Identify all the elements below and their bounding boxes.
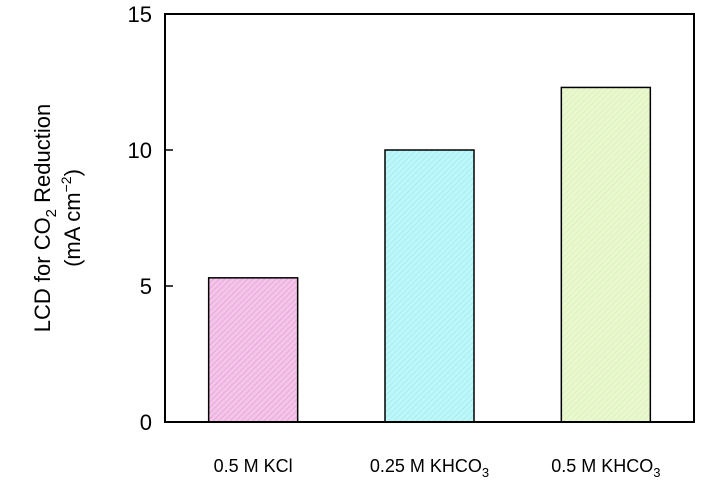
y-tick-label-3: 15	[128, 2, 152, 27]
plot-frame	[164, 13, 695, 423]
y-axis-title-line1-tail: Reduction	[30, 104, 55, 209]
y-axis-title-line1-main: LCD for CO	[30, 217, 55, 332]
bar-3	[560, 86, 652, 423]
x-tick-label-1: 0.5 M KCl	[214, 456, 293, 476]
y-axis-ticks: 0 5 10 15	[128, 2, 173, 435]
y-tick-label-2: 10	[128, 138, 152, 163]
y-axis-title-line2-sup: −2	[58, 176, 74, 192]
x-tick-label-3: 0.5 M KHCO3	[551, 456, 660, 480]
bar-2	[384, 149, 475, 423]
x-axis-labels: 0.5 M KCl 0.25 M KHCO3 0.5 M KHCO3	[214, 456, 661, 480]
y-tick-label-1: 5	[140, 274, 152, 299]
y-axis-title-line2-main: (mA cm	[60, 192, 85, 267]
y-axis-title-line1: LCD for CO2 Reduction	[30, 104, 60, 332]
y-axis-title-line2-tail: )	[60, 169, 85, 176]
y-axis-title-line2: (mA cm−2)	[58, 169, 85, 267]
x-tick-label-2: 0.25 M KHCO3	[370, 456, 489, 480]
bar-1	[207, 277, 299, 423]
y-tick-label-0: 0	[140, 410, 152, 435]
bars-group	[207, 86, 652, 423]
y-axis-title-line1-sub: 2	[43, 209, 60, 217]
